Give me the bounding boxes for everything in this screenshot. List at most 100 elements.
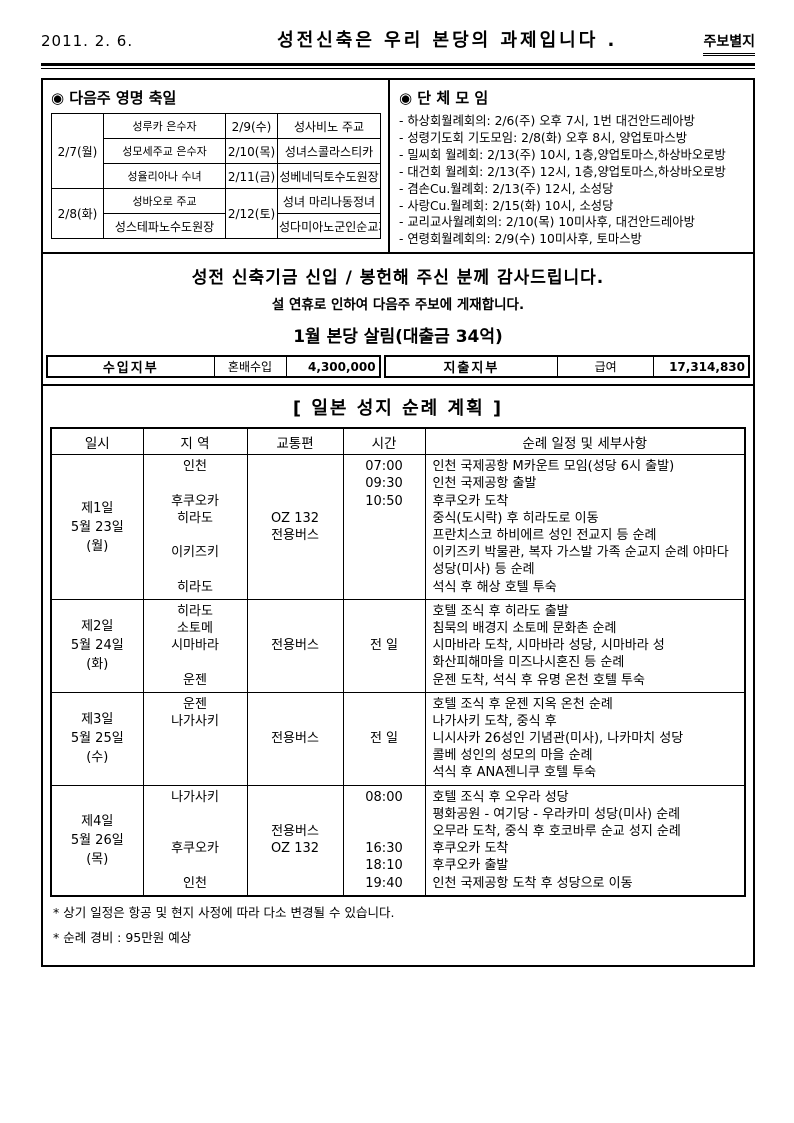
region-line: 나가사키 [171, 789, 219, 805]
transport-line: 전용버스 [271, 824, 319, 839]
day-transport-cell: 전용버스 [246, 691, 344, 786]
expense-header-row: 지출지부 급여 17,314,830 [384, 355, 750, 378]
feast-row: 2/7(월) 성루카 은수자 2/9(수) 성사비노 주교 [51, 113, 381, 189]
expense-table: 지출지부 급여 17,314,830 [383, 355, 750, 379]
day-date-line: 5월 26일 [70, 832, 124, 848]
region-line: 후쿠오카 [171, 493, 219, 509]
meetings-heading: ◉ 단 체 모 임 [399, 89, 489, 107]
plan-line: 호텔 조식 후 히라도 출발 [432, 603, 569, 619]
region-line [144, 475, 246, 492]
feast-saint: 성녀스콜라스티카 [277, 138, 381, 164]
day-plan-cell: 호텔 조식 후 히라도 출발 침묵의 배경지 소토메 문화촌 순례 시마바라 도착,… [424, 598, 746, 693]
feast-date: 2/9(수) [225, 113, 278, 139]
meeting-item: - 밀씨회 월례회: 2/13(주) 10시, 1층,양업토마스,하상바오로방 [399, 147, 726, 162]
plan-line: 오무라 도착, 중식 후 호코바루 순교 성지 순례 [432, 824, 681, 839]
time-line: 전 일 [369, 638, 399, 654]
day-date-cell: 제4일 5월 26일 (목) [50, 784, 144, 897]
page-header: 2011. 2. 6. 성전신축은 우리 본당의 과제입니다 . 주보별지 [41, 26, 755, 56]
time-line [344, 561, 424, 578]
region-line [144, 527, 246, 544]
day-transport-cell: OZ 132 전용버스 [246, 454, 344, 600]
region-line [144, 747, 246, 764]
feast-heading: ◉ 다음주 영명 축일 [51, 89, 177, 107]
plan-line: 침묵의 배경지 소토메 문화촌 순례 [432, 620, 617, 636]
time-line [344, 510, 424, 527]
thanks-line2: 설 연휴로 인하여 다음주 주보에 게재합니다. [271, 297, 525, 314]
day-region-cell: 나가사키 후쿠오카 인천 [142, 784, 248, 897]
region-line [144, 857, 246, 874]
time-line: 07:00 [365, 459, 403, 475]
income-table: 수입지부 혼배수입 4,300,000 [46, 355, 381, 379]
region-line: 히라도 [177, 510, 213, 526]
plan-line: 석식 후 해상 호텔 투숙 [432, 579, 557, 595]
time-line [344, 823, 424, 840]
plan-line: 화산피해마을 미즈나시혼진 등 순례 [432, 655, 625, 671]
pilgrimage-day-row: 제4일 5월 26일 (목) 나가사키 후쿠오카 인천 전용버스 OZ 132 08:00… [50, 784, 746, 897]
transport-line: 전용버스 [271, 528, 319, 543]
time-line: 10:50 [365, 493, 403, 509]
feast-saint: 성스테파노수도원장 [103, 213, 226, 239]
transport-line: 전용버스 [271, 638, 319, 654]
pilgrimage-notes: * 상기 일정은 항공 및 현지 사정에 따라 다소 변경될 수 있습니다. * … [50, 897, 746, 959]
income-header-row: 수입지부 혼배수입 4,300,000 [46, 355, 381, 378]
feast-row: 2/8(화) 성바오로 주교 2/12(토) 성녀 마리나동정녀 [51, 188, 381, 239]
col-header-date: 일시 [50, 427, 144, 456]
finance-title: 1월 본당 살림(대출금 34억) [293, 327, 503, 348]
day-date-cell: 제3일 5월 25일 (수) [50, 691, 144, 786]
region-line [144, 654, 246, 671]
pilgrimage-table: 일시 지 역 교통편 시간 순례 일정 및 세부사항 제1일 5월 23일 (월) … [50, 427, 746, 897]
expense-value: 17,314,830 [653, 355, 750, 378]
day-date-line: (월) [86, 538, 109, 554]
feast-saint: 성율리아나 수녀 [103, 163, 226, 189]
region-line [144, 764, 246, 781]
time-line [344, 544, 424, 561]
income-value: 4,300,000 [285, 355, 381, 378]
plan-line: 중식(도시락) 후 히라도로 이동 [432, 510, 599, 526]
feast-saint: 성모세주교 은수자 [103, 138, 226, 164]
feast-saint: 성녀 마리나동정녀 [277, 188, 381, 214]
feast-saint: 성사비노 주교 [277, 113, 381, 139]
plan-line: 인천 국제공항 출발 [432, 476, 537, 492]
meeting-item: - 교리교사월례회의: 2/10(목) 10미사후, 대건안드레아방 [399, 215, 695, 230]
feast-saint: 성다미아노군인순교자 [277, 213, 381, 239]
plan-line: 석식 후 ANA젠니쿠 호텔 투숙 [432, 765, 597, 781]
feast-date: 2/12(토) [225, 188, 278, 239]
pilgrimage-title: [ 일본 성지 순례 계획 ] [292, 398, 504, 420]
group-meetings-pane: ◉ 단 체 모 임 - 하상회월례회의: 2/6(주) 오후 7시, 1번 대건… [390, 80, 753, 252]
plan-line: 후쿠오카 도착 [432, 493, 509, 509]
header-rule [41, 63, 755, 69]
day-plan-cell: 인천 국제공항 M카운트 모임(성당 6시 출발) 인천 국제공항 출발 후쿠오카 … [424, 454, 746, 600]
content-frame: ◉ 다음주 영명 축일 2/7(월) 성루카 은수자 2/9(수) 성사비노 주… [41, 78, 755, 967]
pilgrimage-section: [ 일본 성지 순례 계획 ] 일시 지 역 교통편 시간 순례 일정 및 세부… [43, 386, 753, 965]
time-line [344, 806, 424, 823]
day-transport-cell: 전용버스 [246, 598, 344, 693]
col-header-plan: 순례 일정 및 세부사항 [424, 427, 746, 456]
feast-days-pane: ◉ 다음주 영명 축일 2/7(월) 성루카 은수자 2/9(수) 성사비노 주… [43, 80, 390, 253]
region-line: 나가사키 [171, 713, 219, 729]
page-title: 성전신축은 우리 본당의 과제입니다 . [277, 30, 618, 51]
day-date-cell: 제1일 5월 23일 (월) [50, 454, 144, 600]
region-line: 히라도 [177, 603, 213, 619]
time-line: 전 일 [369, 731, 399, 747]
col-header-region: 지 역 [142, 427, 248, 456]
region-line: 인천 [183, 875, 207, 891]
feast-date: 2/10(목) [225, 138, 278, 164]
plan-line: 후쿠오카 도착 [432, 841, 509, 857]
meeting-item: - 하상회월례회의: 2/6(주) 오후 7시, 1번 대건안드레아방 [399, 114, 695, 128]
time-line [344, 579, 424, 596]
bulletin-page: 2011. 2. 6. 성전신축은 우리 본당의 과제입니다 . 주보별지 ◉ … [41, 26, 755, 967]
day-time-cell: 전 일 [342, 598, 426, 693]
region-line [144, 730, 246, 747]
plan-line: 호텔 조식 후 오우라 성당 [432, 789, 569, 805]
plan-line: 운젠 도착, 석식 후 유명 온천 호텔 투숙 [432, 672, 645, 688]
meeting-item: - 대건회 월례회: 2/13(주) 12시, 1층,양업토마스,하상바오로방 [399, 164, 726, 179]
plan-line: 성당(미사) 등 순례 [432, 562, 535, 578]
finance-section: 수입지부 혼배수입 4,300,000 지출지부 급여 17,314,830 [43, 352, 753, 384]
region-line: 이키즈키 [171, 545, 219, 561]
plan-line: 후쿠오카 출발 [432, 858, 509, 874]
meeting-item: - 사랑Cu.월례회: 2/15(화) 10시, 소성당 [399, 198, 614, 213]
plan-line: 이키즈키 박물관, 복자 가스발 가족 순교지 순례 야마다 [432, 545, 729, 561]
feast-row: 성스테파노수도원장 성다미아노군인순교자 [52, 213, 381, 239]
transport-line: OZ 132 [270, 841, 320, 857]
pilgrimage-day-row: 제3일 5월 25일 (수) 운젠 나가사키 전용버스 전 일 호텔 조식 후 운젠 … [50, 691, 746, 786]
